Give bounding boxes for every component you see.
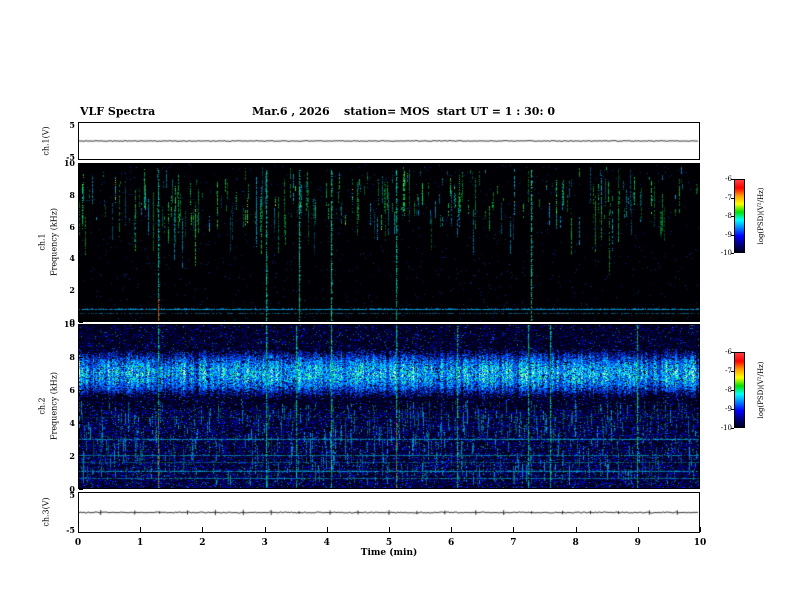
plot-title: VLF Spectra (80, 105, 156, 118)
y-tick-label: 8 (69, 352, 75, 362)
colorbar-tick-mark (731, 216, 734, 217)
x-tick-label: 0 (74, 538, 82, 548)
x-tick-mark (575, 527, 577, 532)
y-tick-label: 2 (69, 451, 75, 461)
y-tick-mark (79, 226, 83, 228)
ch1-waveform-panel (78, 122, 700, 160)
y-tick-mark (79, 290, 83, 292)
ch1-frequency-label: Frequency (kHz) (49, 207, 59, 277)
x-tick-label: 1 (137, 538, 144, 548)
colorbar-ch1-label: log(PSD)(V²/Hz) (757, 187, 765, 245)
y-tick-mark (79, 324, 83, 325)
colorbar-tick-label: -9 (725, 405, 732, 413)
x-tick-label: 4 (323, 538, 330, 548)
y-tick-mark (79, 390, 83, 391)
ch1-spectrogram-panel (78, 163, 700, 322)
x-tick-mark (202, 527, 204, 532)
colorbar-tick-label: -8 (725, 212, 732, 220)
x-tick-mark (513, 527, 515, 532)
y-tick-mark (79, 163, 83, 164)
ch2-spectrogram-canvas (79, 325, 699, 488)
x-tick-mark (78, 527, 79, 532)
ch1-channel-label: ch.1 (37, 233, 47, 251)
y-tick-mark (79, 489, 83, 490)
y-tick-label: 2 (69, 285, 75, 296)
colorbar-ch2-label: log(PSD)(V²/Hz) (757, 361, 765, 419)
x-tick-label: 10 (693, 538, 707, 548)
ch1-waveform-canvas (79, 123, 699, 159)
colorbar-tick-label: -7 (725, 367, 732, 375)
y-tick-label: 6 (69, 221, 75, 232)
y-tick-mark (79, 194, 83, 196)
y-tick-label: 0 (69, 484, 75, 494)
x-tick-label: 6 (448, 538, 455, 548)
y-tick-mark (79, 322, 83, 323)
y-tick-mark (79, 258, 83, 260)
y-tick-label: 8 (69, 189, 75, 200)
colorbar-tick-label: -6 (725, 175, 732, 183)
colorbar-tick-label: -10 (720, 249, 732, 257)
y-tick-label: 6 (69, 385, 75, 395)
plot-station: station= MOS (344, 105, 430, 118)
y-tick-mark (79, 423, 83, 424)
x-tick-label: 7 (510, 538, 517, 548)
x-tick-mark (140, 527, 142, 532)
x-tick-mark (700, 527, 701, 532)
colorbar-tick-label: -7 (725, 193, 732, 202)
y-tick-mark (79, 357, 83, 358)
colorbar-tick-mark (731, 253, 734, 254)
x-tick-label: 5 (385, 538, 393, 548)
colorbar-tick-label: -8 (725, 386, 732, 394)
colorbar-ch2 (734, 352, 745, 428)
colorbar-tick-mark (731, 371, 734, 372)
y-tick-label: 10 (63, 319, 75, 329)
x-tick-label: 3 (261, 538, 268, 548)
x-tick-mark (451, 527, 453, 532)
plot-start-ut: start UT = 1 : 30: 0 (437, 105, 555, 118)
colorbar-tick-mark (731, 197, 734, 199)
colorbar-tick-label: -10 (720, 424, 732, 432)
y-tick-label: 4 (69, 253, 75, 264)
colorbar-tick-mark (731, 352, 734, 353)
y-tick-label: -5 (66, 525, 75, 535)
colorbar-tick-mark (731, 390, 734, 391)
ch1-spectrogram-canvas (79, 164, 699, 321)
y-tick-label: 4 (69, 418, 75, 428)
ch2-channel-label: ch.2 (37, 397, 47, 415)
ch2-frequency-label: Frequency (kHz) (49, 371, 59, 441)
y-tick-label: 0 (69, 317, 75, 327)
x-tick-label: 2 (199, 538, 206, 548)
colorbar-tick-label: -9 (725, 230, 732, 239)
y-tick-label: 10 (63, 158, 75, 168)
ch1-wave-ylabel: ch.1(V) (41, 126, 51, 156)
x-tick-label: 9 (634, 538, 641, 548)
y-tick-label: -5 (66, 152, 75, 162)
y-tick-mark (79, 456, 83, 457)
y-tick-label: 5 (69, 120, 75, 130)
plot-date: Mar.6 , 2026 (252, 105, 330, 118)
colorbar-tick-mark (731, 409, 734, 410)
y-tick-label: 5 (69, 490, 75, 500)
colorbar-tick-mark (731, 428, 734, 429)
x-tick-label: 8 (572, 538, 579, 548)
colorbar-tick-mark (731, 234, 734, 236)
colorbar-tick-mark (731, 179, 734, 180)
colorbar-tick-label: -6 (725, 348, 732, 356)
ch3-waveform-canvas (79, 493, 699, 532)
ch3-waveform-panel (78, 492, 700, 533)
x-tick-mark (326, 527, 328, 532)
x-tick-mark (637, 527, 639, 532)
ch2-spectrogram-panel (78, 324, 700, 489)
colorbar-ch1 (734, 179, 745, 253)
ch3-wave-ylabel: ch.3(V) (41, 497, 51, 527)
x-tick-mark (389, 527, 390, 532)
x-axis-title: Time (min) (360, 548, 418, 558)
x-tick-mark (264, 527, 266, 532)
